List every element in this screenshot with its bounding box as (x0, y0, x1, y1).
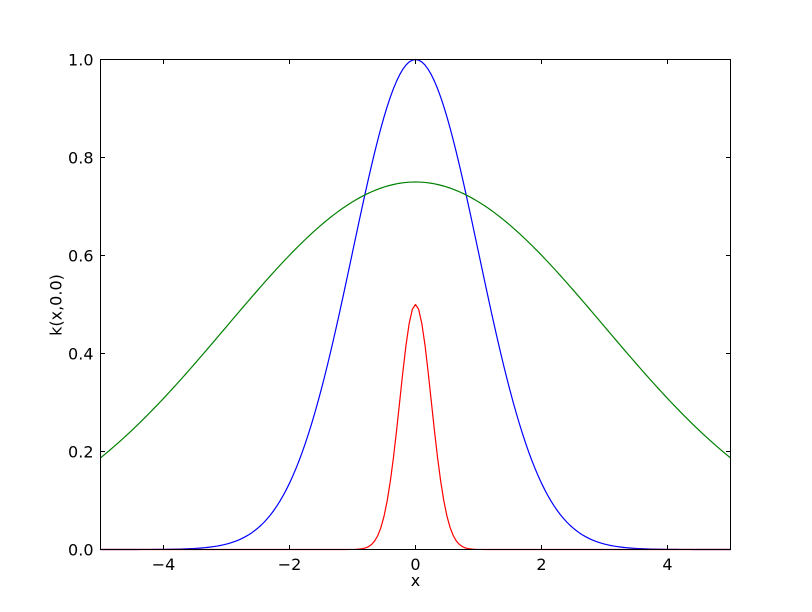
y-tick-label: 0.8 (68, 148, 93, 167)
x-tick-label: −4 (152, 555, 176, 574)
x-tick-label: 2 (536, 555, 546, 574)
curve-kernel-sigma-0.25 (100, 303, 731, 551)
curve-kernel-sigma-3 (100, 181, 731, 459)
curves-layer (100, 58, 731, 551)
y-tick-label: 0.4 (68, 344, 93, 363)
y-tick-label: 0.6 (68, 246, 93, 265)
x-tick-label: −2 (278, 555, 302, 574)
y-tick-label: 1.0 (68, 50, 93, 69)
x-axis-label: x (410, 571, 421, 590)
y-tick-label: 0.2 (68, 442, 93, 461)
y-tick-label: 0.0 (68, 540, 93, 559)
x-tick-label: 4 (662, 555, 672, 574)
y-axis-label: k(x,0.0) (46, 274, 66, 336)
ticks-layer: −4 −2 0 2 4 0.0 0.2 0.4 0.6 0.8 1.0 (68, 50, 731, 574)
x-tick-label: 0 (410, 555, 420, 574)
